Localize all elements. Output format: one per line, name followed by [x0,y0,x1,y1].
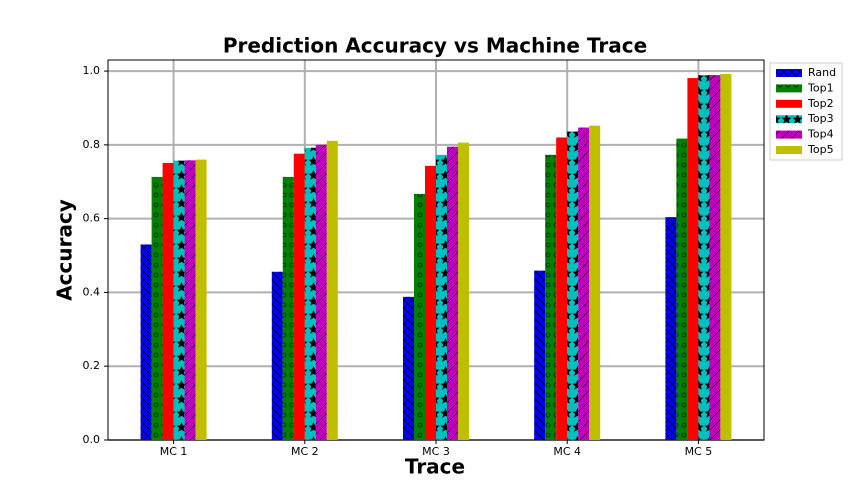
chart-title: Prediction Accuracy vs Machine Trace [223,34,647,58]
legend-label: Top3 [807,112,834,125]
bar [195,159,207,441]
bar-hatch [271,271,283,440]
bar-hatch [698,75,710,440]
x-axis-label: Trace [405,455,465,479]
y-tick-label: 0.6 [83,212,101,225]
bar-hatch [173,160,185,440]
x-tick-label: MC 3 [422,445,450,458]
bar-hatch [414,193,425,440]
legend-label: Rand [808,66,836,79]
x-tick-label: MC 4 [553,445,581,458]
bar-hatch [140,244,152,440]
bar [720,74,732,441]
legend-label: Top1 [807,81,834,94]
legend [769,62,843,161]
bar [162,162,174,440]
bar [589,125,601,440]
bar-hatch [447,146,458,440]
y-tick-label: 0.8 [83,138,101,151]
y-tick-label: 0.2 [83,359,101,372]
bar-hatch [403,296,414,440]
bar-hatch [709,75,721,440]
legend-swatch [776,99,802,108]
x-tick-label: MC 1 [160,445,188,458]
legend-hatch [776,130,802,139]
bar-hatch [578,127,590,441]
legend-hatch [776,69,802,77]
bar-hatch [151,176,163,440]
bar-hatch [184,160,196,440]
legend-label: Top5 [807,143,834,156]
bar-hatch [676,138,688,440]
bar-hatch [315,144,327,440]
bar [293,153,305,440]
y-tick-label: 1.0 [83,64,101,77]
legend-label: Top2 [807,97,834,110]
x-tick-label: MC 5 [685,445,713,458]
y-tick-label: 0.4 [83,285,101,298]
legend-swatch [776,146,802,154]
legend-hatch [776,84,802,93]
bar [556,137,568,441]
y-tick-label: 0.0 [83,433,101,446]
bar-hatch [304,147,316,440]
bar-hatch [665,217,677,440]
bar [326,140,338,440]
bar-hatch [534,270,546,440]
bar-hatch [436,154,447,440]
bar [687,78,699,440]
bar-hatch [545,154,557,440]
bar [425,165,436,441]
bar-hatch [282,176,294,440]
bar [458,142,469,440]
legend-label: Top4 [807,128,834,141]
legend-hatch [776,115,802,124]
x-tick-label: MC 2 [291,445,319,458]
bar-hatch [567,131,579,440]
y-axis-label: Accuracy [53,199,77,301]
